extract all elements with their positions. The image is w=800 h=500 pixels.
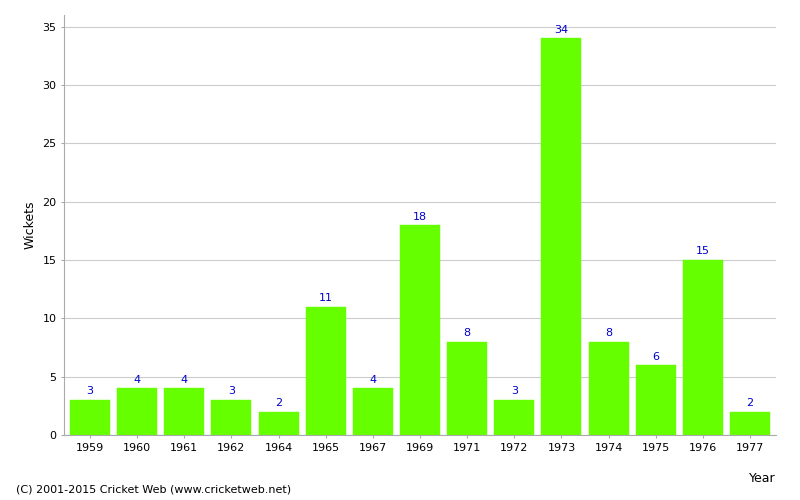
Text: 6: 6 bbox=[652, 352, 659, 362]
Text: Year: Year bbox=[750, 472, 776, 486]
Bar bbox=[636, 365, 676, 435]
Bar bbox=[306, 306, 346, 435]
Bar bbox=[542, 38, 582, 435]
Text: 34: 34 bbox=[554, 25, 569, 35]
Text: 8: 8 bbox=[605, 328, 612, 338]
Bar bbox=[211, 400, 251, 435]
Text: 4: 4 bbox=[370, 375, 377, 385]
Text: (C) 2001-2015 Cricket Web (www.cricketweb.net): (C) 2001-2015 Cricket Web (www.cricketwe… bbox=[16, 485, 291, 495]
Bar bbox=[447, 342, 487, 435]
Bar bbox=[589, 342, 629, 435]
Bar bbox=[353, 388, 393, 435]
Text: 3: 3 bbox=[228, 386, 235, 396]
Bar bbox=[494, 400, 534, 435]
Text: 2: 2 bbox=[275, 398, 282, 408]
Bar bbox=[70, 400, 110, 435]
Text: 15: 15 bbox=[696, 246, 710, 256]
Text: 4: 4 bbox=[181, 375, 188, 385]
Text: 11: 11 bbox=[318, 293, 333, 303]
Bar bbox=[164, 388, 204, 435]
Bar bbox=[117, 388, 157, 435]
Bar bbox=[400, 225, 440, 435]
Text: 2: 2 bbox=[746, 398, 754, 408]
Text: 4: 4 bbox=[134, 375, 141, 385]
Text: 3: 3 bbox=[86, 386, 94, 396]
Y-axis label: Wickets: Wickets bbox=[24, 200, 37, 249]
Bar bbox=[258, 412, 298, 435]
Text: 18: 18 bbox=[413, 212, 427, 222]
Text: 3: 3 bbox=[511, 386, 518, 396]
Bar bbox=[683, 260, 723, 435]
Text: 8: 8 bbox=[463, 328, 470, 338]
Bar bbox=[730, 412, 770, 435]
